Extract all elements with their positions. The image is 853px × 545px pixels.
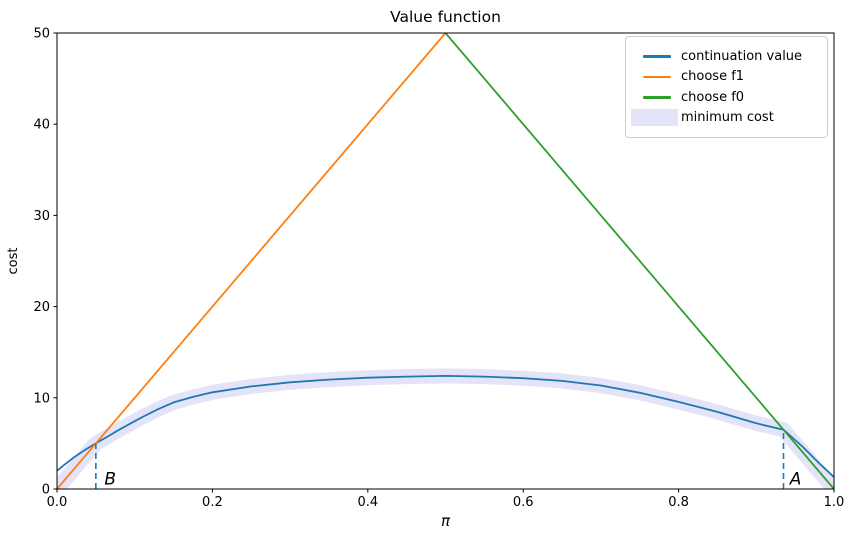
legend-label-minimum-cost: minimum cost xyxy=(681,110,774,126)
legend-line-swatch-choose-f0 xyxy=(643,96,671,99)
x-tick-label: 0.0 xyxy=(47,495,68,510)
y-tick-label: 50 xyxy=(33,27,50,42)
legend-label-choose-f0: choose f0 xyxy=(681,89,745,105)
x-tick-label: 0.4 xyxy=(357,495,378,510)
series-continuation-value xyxy=(57,374,834,478)
legend-label-continuation-value: continuation value xyxy=(681,48,803,64)
legend-item-choose-f0: choose f0 xyxy=(626,87,827,108)
y-tick-label: 0 xyxy=(42,483,50,498)
y-tick-label: 30 xyxy=(33,209,50,224)
x-tick-label: 0.8 xyxy=(668,495,689,510)
y-axis-label: cost xyxy=(6,248,21,275)
legend-item-choose-f1: choose f1 xyxy=(626,67,827,88)
x-axis-label: π xyxy=(441,512,451,530)
y-tick-label: 20 xyxy=(33,300,50,315)
y-tick-label: 10 xyxy=(33,391,50,406)
legend-label-choose-f1: choose f1 xyxy=(681,69,745,85)
legend-patch-swatch-minimum-cost xyxy=(631,109,678,127)
axes-layer: 0.0 0.2 0.4 0.6 0.8 1.0 0 10 20 30 40 50 xyxy=(33,27,844,511)
x-tick-label: 0.6 xyxy=(513,495,534,510)
annotation-b: B xyxy=(104,469,116,489)
x-tick-label: 0.2 xyxy=(202,495,223,510)
series-choose-f0 xyxy=(444,33,834,489)
legend-line-swatch-continuation-value xyxy=(643,55,671,58)
legend-line-swatch-choose-f1 xyxy=(643,75,671,78)
chart-title: Value function xyxy=(390,8,501,26)
legend: continuation value choose f1 choose f0 m… xyxy=(625,36,828,138)
axes-frame xyxy=(56,32,835,490)
annotation-a: A xyxy=(789,469,802,489)
series-choose-f1 xyxy=(57,33,447,489)
series-minimum-cost xyxy=(57,368,834,489)
legend-item-continuation-value: continuation value xyxy=(626,46,827,67)
x-tick-label: 1.0 xyxy=(824,495,845,510)
y-tick-label: 40 xyxy=(33,118,50,133)
legend-item-minimum-cost: minimum cost xyxy=(626,108,827,129)
